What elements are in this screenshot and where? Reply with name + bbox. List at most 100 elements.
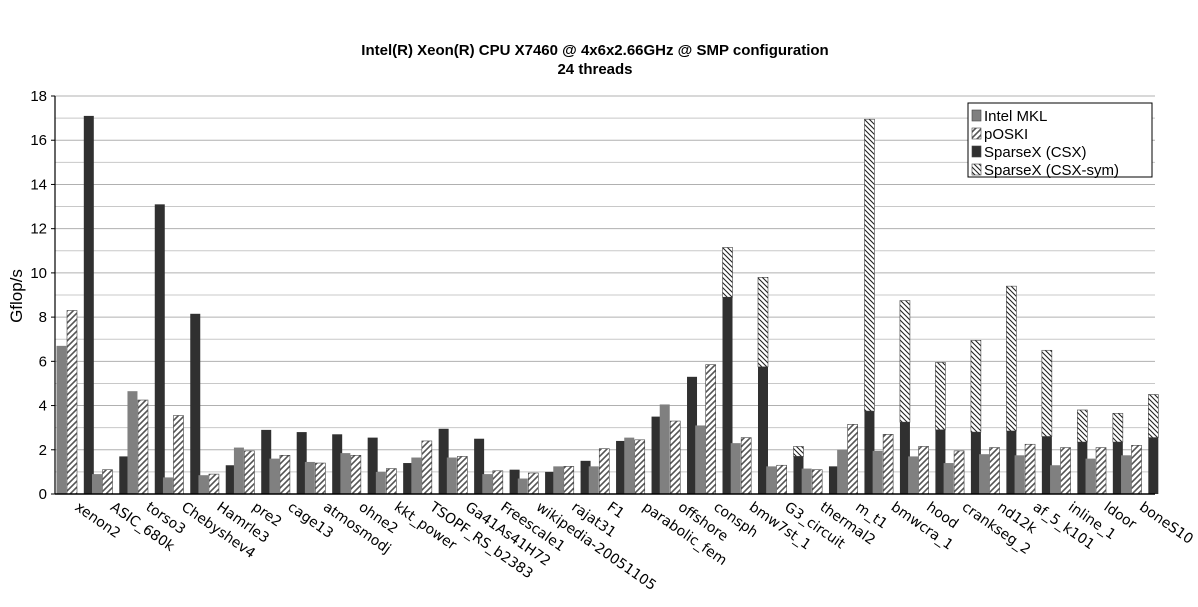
bar-group (1121, 394, 1159, 495)
bar-group (837, 118, 875, 495)
bar-group (1050, 409, 1088, 495)
bar-sparsex-csx-sym (722, 247, 733, 298)
bar-group (730, 277, 769, 495)
bar-sparsex-csx (119, 456, 130, 494)
bar-poski (527, 472, 539, 495)
bar-intel-mkl (695, 425, 706, 494)
bar-intel-mkl (979, 454, 990, 494)
bar-group (127, 204, 165, 495)
bar-poski (847, 424, 858, 495)
bar-sparsex-csx-sym (935, 362, 946, 431)
bar-sparsex-csx-sym (864, 118, 875, 412)
bar-poski (457, 456, 468, 495)
bar-sparsex-csx (651, 416, 662, 494)
bar-poski (102, 469, 113, 495)
bar-sparsex-csx-sym (1041, 349, 1053, 437)
bar-group (340, 437, 378, 495)
bar-group (588, 440, 627, 495)
bar-intel-mkl (446, 457, 457, 494)
bar-sparsex-csx (154, 204, 165, 494)
bar-poski (1131, 445, 1142, 495)
bar-sparsex-csx-sym (970, 340, 982, 433)
bar-poski (1024, 443, 1036, 495)
bar-sparsex-csx (190, 313, 201, 494)
y-tick-label: 18 (30, 88, 47, 105)
bar-poski (882, 433, 894, 495)
bar-poski (918, 446, 929, 495)
bar-sparsex-csx (83, 115, 94, 495)
bar-sparsex-csx (580, 460, 591, 494)
bar-group (1085, 412, 1124, 495)
bar-poski (137, 399, 149, 495)
bar-intel-mkl (482, 474, 493, 494)
bar-sparsex-csx (367, 437, 378, 494)
bar-sparsex-csx (793, 456, 804, 494)
bar-group (446, 438, 485, 495)
bar-intel-mkl (269, 458, 280, 494)
bars (56, 115, 1159, 495)
bar-poski (563, 466, 575, 495)
bar-sparsex-csx (616, 440, 627, 494)
bar-sparsex-csx (722, 297, 733, 494)
bar-group (482, 469, 520, 495)
bar-sparsex-csx (828, 466, 839, 494)
legend-swatch (971, 163, 982, 176)
bar-poski (208, 473, 220, 495)
bar-sparsex-csx (1148, 437, 1159, 494)
bar-intel-mkl (837, 449, 848, 494)
bar-sparsex-csx (864, 411, 875, 494)
bar-poski (279, 455, 291, 495)
y-tick-label: 6 (39, 353, 47, 370)
bar-group (517, 471, 556, 495)
bar-sparsex-csx (757, 366, 768, 494)
y-tick-label: 8 (39, 309, 47, 326)
y-tick-label: 0 (39, 486, 47, 503)
legend-swatch (971, 145, 982, 158)
bar-sparsex-csx (545, 471, 556, 494)
bar-sparsex-csx (970, 432, 981, 494)
legend-swatch (971, 127, 982, 140)
bar-group (411, 428, 449, 495)
legend-box (967, 102, 1153, 178)
x-tick-label: boneS10 (1136, 499, 1196, 547)
bar-intel-mkl (588, 466, 599, 494)
bar-intel-mkl (56, 345, 67, 494)
bar-sparsex-csx-sym (757, 277, 769, 368)
bar-group (198, 465, 236, 495)
bar-sparsex-csx (509, 469, 520, 494)
bar-intel-mkl (304, 461, 315, 494)
bar-sparsex-csx (438, 428, 449, 494)
bar-group (269, 432, 307, 495)
legend-swatch (971, 109, 982, 122)
bar-sparsex-csx (1077, 442, 1088, 494)
bar-intel-mkl (766, 466, 777, 494)
bar-sparsex-csx (261, 429, 272, 494)
bar-intel-mkl (127, 391, 138, 494)
bar-poski (705, 364, 717, 495)
bar-group (801, 466, 839, 495)
gridlines (55, 95, 1155, 495)
bar-poski (1060, 447, 1071, 495)
bar-intel-mkl (908, 456, 919, 494)
bar-sparsex-csx-sym (793, 446, 804, 457)
bar-group (908, 362, 946, 495)
bar-sparsex-csx (687, 376, 698, 494)
bar-intel-mkl (624, 437, 635, 494)
bar-intel-mkl (553, 466, 564, 494)
bar-poski (315, 462, 326, 495)
bar-intel-mkl (233, 447, 244, 494)
bar-intel-mkl (375, 471, 386, 494)
bar-poski (740, 437, 752, 495)
bar-poski (173, 415, 184, 495)
bar-intel-mkl (801, 468, 812, 494)
bar-sparsex-csx (899, 422, 910, 494)
bar-sparsex-csx (1041, 436, 1052, 494)
bar-sparsex-csx (1006, 430, 1017, 494)
bar-poski (1095, 447, 1107, 495)
bar-intel-mkl (198, 475, 209, 494)
bar-poski (669, 420, 681, 495)
y-tick-label: 14 (30, 176, 47, 193)
legend-label: SparseX (CSX) (984, 144, 1087, 161)
